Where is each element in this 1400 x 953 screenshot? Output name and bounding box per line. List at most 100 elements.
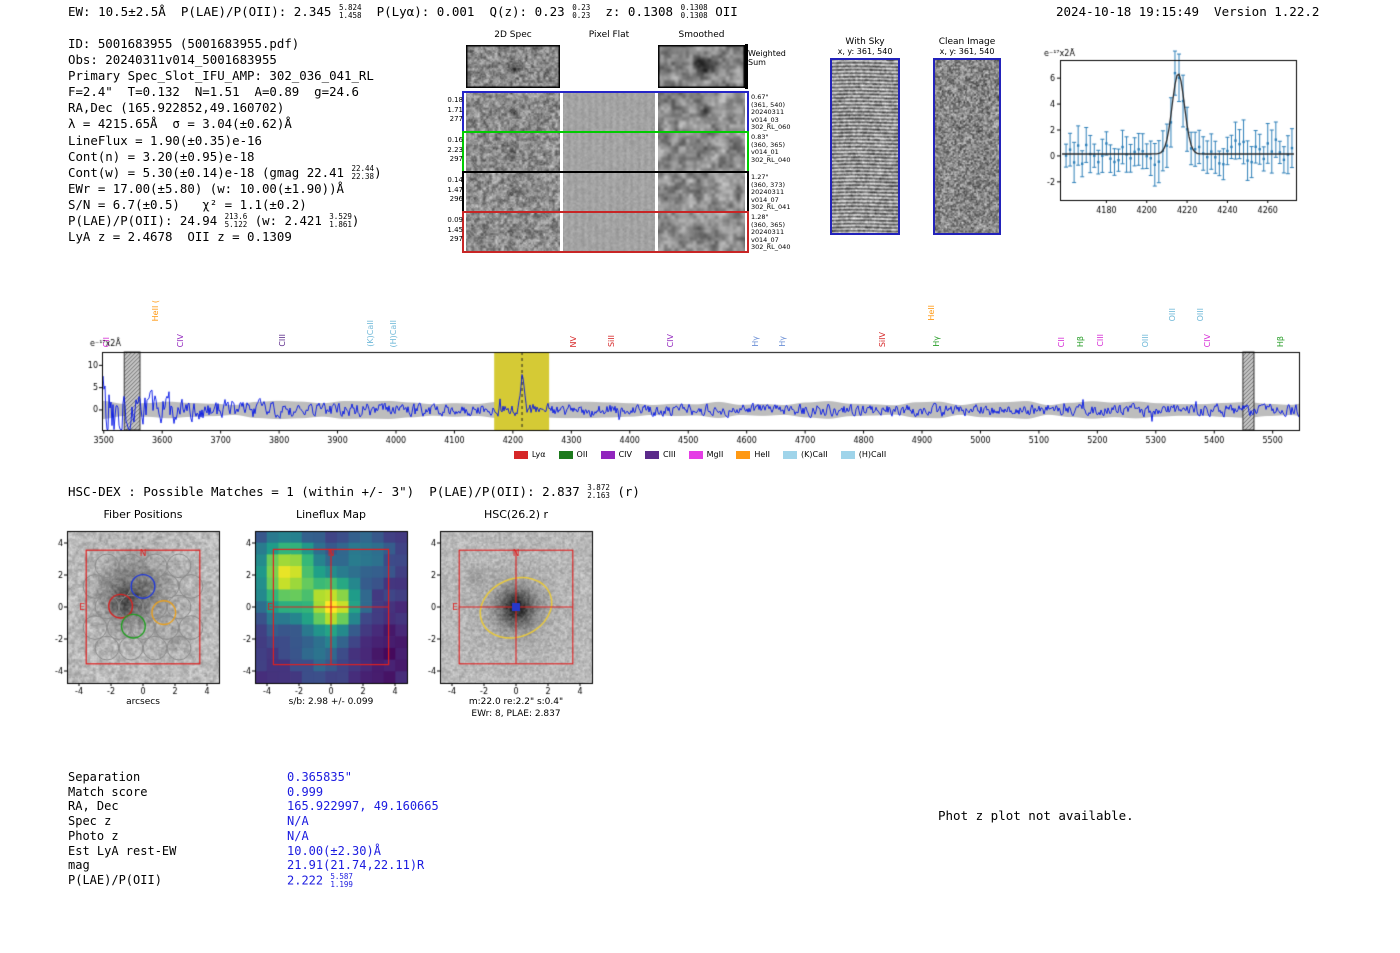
match-value: 0.999 (287, 784, 324, 799)
legend-label: HeII (754, 450, 771, 459)
row-annotation-1: 0.83" (360, 365) v014_01 302_RL_040 (751, 133, 791, 164)
legend-swatch (840, 450, 855, 459)
info-line-9: EWr = 17.00(±5.80) (w: 10.00(±1.90))Å (68, 180, 345, 196)
full-spectrum-canvas (88, 334, 1313, 448)
legend-item: MgII (688, 450, 724, 459)
stacked-uncertainty: 22.44 22.38 (351, 164, 375, 181)
timestamp-version: 2024-10-18 19:15:49 Version 1.22.2 (1056, 4, 1320, 19)
row-pixelflat-image-1 (563, 133, 655, 171)
legend-item: Lyα (513, 450, 546, 459)
info-line-0: ID: 5001683955 (5001683955.pdf) (68, 36, 300, 51)
legend-label: CIII (662, 450, 676, 459)
match-value: 165.922997, 49.160665 (287, 799, 439, 814)
weighted-sum-bracket (745, 44, 748, 89)
legend-label: MgII (706, 450, 724, 459)
with-sky-coords: x, y: 361, 540 (837, 47, 893, 56)
legend-swatch (688, 450, 703, 459)
info-line-12: LyA z = 2.4678 OII z = 0.1309 (68, 229, 292, 245)
match-value: 0.365835" (287, 770, 353, 784)
lineflux-map-canvas (233, 525, 413, 695)
info-line-8: Cont(w) = 5.30(±0.14)e-18 (gmag 22.41 22… (68, 164, 382, 181)
legend-swatch (736, 450, 751, 459)
info-line-5: λ = 4215.65Å σ = 3.04(±0.62)Å (68, 116, 292, 132)
clean-image-title: Clean Image (938, 37, 996, 47)
match-label: Photo z (68, 828, 119, 843)
legend-swatch (558, 450, 573, 459)
info-line-4: RA,Dec (165.922852,49.160702) (68, 100, 285, 116)
match-label: Separation (68, 770, 141, 784)
match-value: N/A (287, 828, 309, 843)
legend-swatch (644, 450, 659, 459)
row-pixelflat-image-3 (563, 213, 655, 251)
match-row-4: Photo z N/A (68, 829, 439, 844)
hsc-cutout-xlabel: m:22.0 re:2.2" s:0.4" (468, 697, 564, 707)
legend-label: OII (576, 450, 588, 459)
stacked-uncertainty: 3.529 1.861 (329, 212, 352, 230)
fiber-positions-title: Fiber Positions (103, 508, 183, 521)
match-row-2: RA, Dec 165.922997, 49.160665 (68, 799, 439, 814)
stacked-uncertainty: 0.1308 0.1308 (680, 3, 708, 20)
spec2d-row-border-3 (462, 211, 749, 253)
emission-label-HeII: HeII (926, 305, 936, 321)
legend-item: CIV (600, 450, 632, 459)
match-value: 10.00(±2.30)Å (287, 843, 381, 858)
stacked-uncertainty: 213.6 5.122 (224, 212, 248, 230)
match-label: mag (68, 858, 90, 873)
match-label: Est LyA rest-EW (68, 843, 177, 858)
hsc-cutout-canvas (418, 525, 598, 695)
match-row-3: Spec z N/A (68, 814, 439, 829)
clean-image-coords: x, y: 361, 540 (939, 47, 995, 56)
hsc-ewr-label: EWr: 8, PLAE: 2.837 (471, 709, 561, 719)
detection-info-block: ID: 5001683955 (5001683955.pdf) Obs: 2024… (68, 36, 382, 245)
lineflux-map-xlabel: s/b: 2.98 +/- 0.099 (288, 697, 374, 707)
legend-item: OII (558, 450, 588, 459)
line-fit-plot-canvas (1030, 48, 1305, 223)
hsc-match-summary: HSC-DEX : Possible Matches = 1 (within +… (68, 483, 640, 500)
legend-item: (K)CaII (783, 450, 828, 459)
hsc-match-table: Separation 0.365835" Match score 0.999 RA, D… (68, 770, 439, 888)
row-pixelflat-image-2 (563, 173, 655, 211)
legend-label: Lyα (531, 450, 546, 459)
row-smoothed-image-3 (658, 213, 745, 251)
legend-label: (H)CaII (858, 450, 887, 459)
emission-label-HeII (: HeII ( (150, 299, 160, 321)
col-header-smoothed: Smoothed (678, 30, 725, 40)
info-line-10: S/N = 6.7(±0.5) χ² = 1.1(±0.2) (68, 196, 307, 212)
header-summary-line: EW: 10.5±2.5Å P(LAE)/P(OII): 2.345 5.824… (68, 3, 738, 20)
weighted-smoothed-image (658, 45, 745, 88)
match-row-0: Separation 0.365835" (68, 770, 439, 785)
fiber-positions-xlabel: arcsecs (126, 697, 160, 707)
clean-image (935, 60, 999, 233)
row-smoothed-image-0 (658, 93, 745, 131)
match-row-6: mag 21.91(21.74,22.11)R (68, 858, 439, 873)
match-row-5: Est LyA rest-EW 10.00(±2.30)Å (68, 844, 439, 859)
match-row-7: P(LAE)/P(OII) 2.222 5.587 1.199 (68, 873, 439, 888)
legend-label: (K)CaII (801, 450, 828, 459)
with-sky-title: With Sky (845, 37, 885, 47)
row-smoothed-image-1 (658, 133, 745, 171)
hsc-cutout-title: HSC(26.2) r (483, 508, 549, 521)
row-2dspec-image-3 (466, 213, 560, 251)
spectrum-legend: Lyα OII CIV CIII MgII HeII (K)CaII (H)CaII (420, 450, 980, 459)
emission-label-OIII: OIII (1196, 307, 1206, 321)
info-line-7: Cont(n) = 3.20(±0.95)e-18 (68, 148, 255, 164)
row-left-stats-0: 0.18 1.71 277 (447, 96, 463, 123)
match-value: 21.91(21.74,22.11)R (287, 858, 425, 873)
col-header-pixel-flat: Pixel Flat (588, 30, 630, 40)
info-line-11: P(LAE)/P(OII): 24.94 213.6 5.122 (w: 2.42… (68, 212, 360, 230)
stacked-uncertainty: 0.23 0.23 (572, 3, 591, 20)
legend-item: CIII (644, 450, 676, 459)
match-label: RA, Dec (68, 799, 119, 814)
stacked-uncertainty: 3.872 2.163 (587, 483, 610, 500)
legend-swatch (513, 450, 528, 459)
stacked-uncertainty: 5.824 1.458 (338, 3, 362, 20)
row-2dspec-image-1 (466, 133, 560, 171)
legend-swatch (783, 450, 798, 459)
row-smoothed-image-2 (658, 173, 745, 211)
weighted-sum-label: Weighted Sum (748, 49, 786, 67)
match-label: P(LAE)/P(OII) (68, 872, 162, 887)
with-sky-image (832, 60, 898, 233)
match-value: N/A (287, 814, 309, 829)
stacked-uncertainty: 5.587 1.199 (330, 871, 353, 889)
